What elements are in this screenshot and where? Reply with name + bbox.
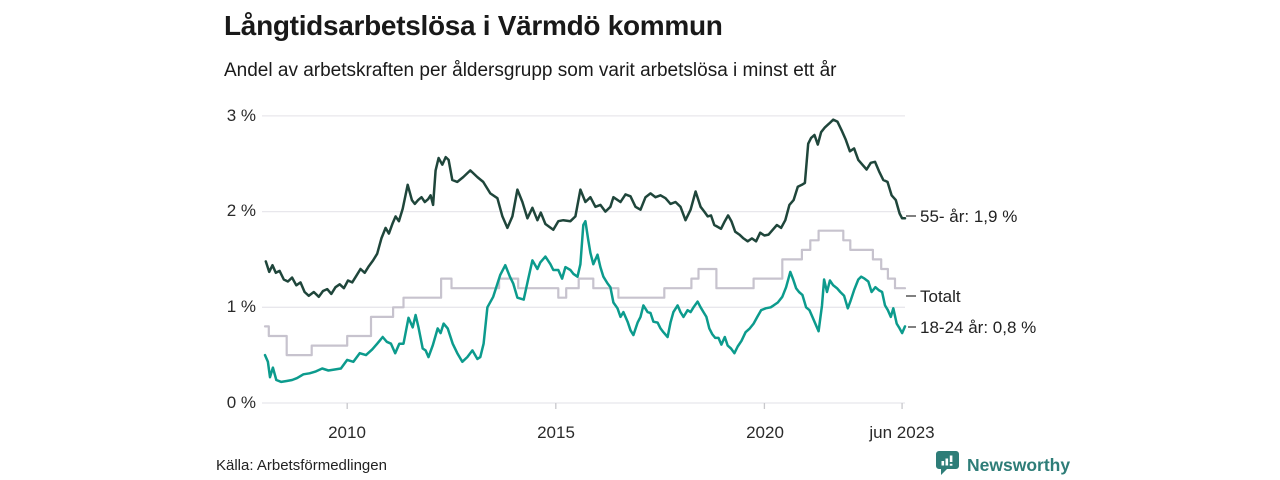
- newsworthy-logo-icon: [935, 450, 960, 480]
- page-subtitle: Andel av arbetskraften per åldersgrupp s…: [224, 60, 837, 81]
- series-line-18-24-r: [263, 219, 907, 384]
- x-axis-tick-2015: 2015: [537, 423, 575, 442]
- newsworthy-logo-text: Newsworthy: [967, 455, 1071, 475]
- x-axis-tick-2010: 2010: [328, 423, 366, 442]
- series-label-18-24: 18-24 år: 0,8 %: [920, 318, 1037, 337]
- x-axis-tick-2020: 2020: [746, 423, 784, 442]
- y-axis-tick-2: 2 %: [226, 201, 256, 220]
- source-note: Källa: Arbetsförmedlingen: [216, 457, 387, 474]
- series-label-55-plus: 55- år: 1,9 %: [920, 207, 1018, 226]
- newsworthy-logo: Newsworthy: [935, 450, 1070, 480]
- y-axis-tick-0: 0 %: [226, 393, 256, 412]
- series-label-totalt: Totalt: [920, 287, 961, 306]
- series-line-55-r: [264, 118, 907, 299]
- page-title: Långtidsarbetslösa i Värmdö kommun: [224, 10, 723, 41]
- y-axis-tick-3: 3 %: [226, 106, 256, 125]
- y-axis-tick-1: 1 %: [226, 297, 256, 316]
- series-line-Totalt: [263, 229, 907, 357]
- x-axis-tick-jun-2023: jun 2023: [869, 423, 935, 442]
